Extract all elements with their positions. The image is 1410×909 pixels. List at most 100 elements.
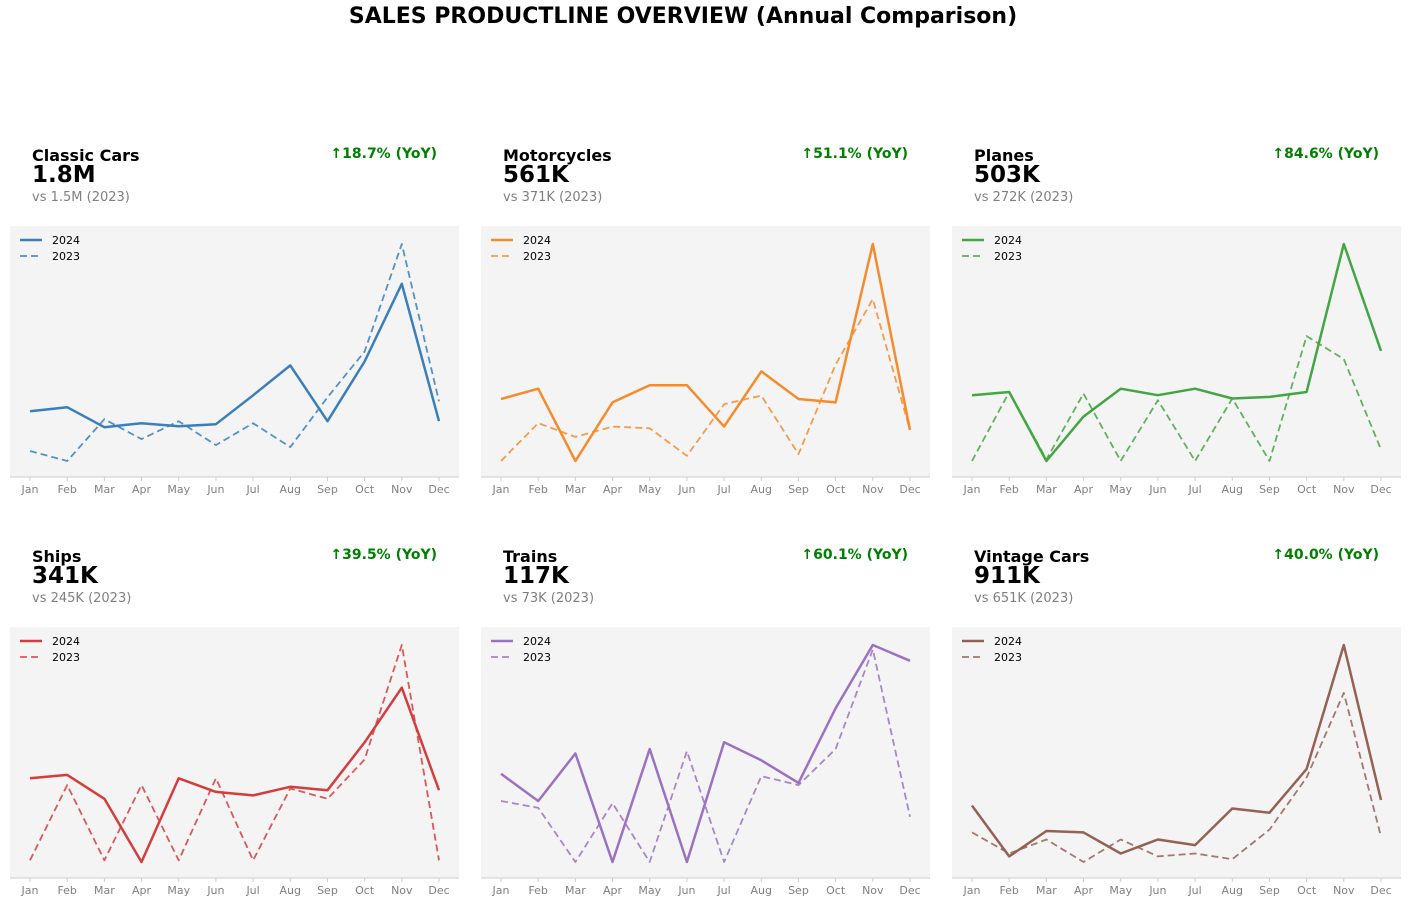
total-sales: 1.8M bbox=[32, 162, 96, 188]
yoy-change: ↑51.1% (YoY) bbox=[801, 146, 908, 162]
x-tick-label: Apr bbox=[603, 483, 623, 496]
product-card: Vintage Cars ↑40.0% (YoY) 911K vs 651K (202… bbox=[952, 547, 1401, 907]
x-tick-label: Mar bbox=[565, 884, 586, 897]
x-tick-label: Sep bbox=[788, 884, 809, 897]
legend-label: 2024 bbox=[523, 635, 551, 648]
plot-area bbox=[952, 627, 1401, 878]
line-chart: Jan Feb Mar Apr May Jun Jul Aug Sep Oct Nov Dec 2024… bbox=[10, 627, 459, 897]
x-tick-label: Nov bbox=[1333, 884, 1355, 897]
legend-label: 2023 bbox=[52, 250, 80, 263]
x-tick-label: Apr bbox=[603, 884, 623, 897]
x-tick-label: Dec bbox=[428, 884, 449, 897]
x-tick-label: Jul bbox=[716, 884, 730, 897]
yoy-change: ↑84.6% (YoY) bbox=[1272, 146, 1379, 162]
x-tick-label: Oct bbox=[355, 884, 375, 897]
product-card: Trains ↑60.1% (YoY) 117K vs 73K (2023) Jan Fe… bbox=[481, 547, 930, 907]
x-tick-label: Sep bbox=[788, 483, 809, 496]
previous-year-sales: vs 245K (2023) bbox=[32, 591, 132, 606]
line-chart: Jan Feb Mar Apr May Jun Jul Aug Sep Oct Nov Dec 2024… bbox=[481, 226, 930, 496]
x-tick-label: Jan bbox=[21, 483, 39, 496]
legend-label: 2023 bbox=[523, 250, 551, 263]
total-sales: 561K bbox=[503, 162, 569, 188]
x-tick-label: Jul bbox=[245, 483, 259, 496]
x-tick-label: Feb bbox=[528, 483, 547, 496]
yoy-change: ↑39.5% (YoY) bbox=[330, 547, 437, 563]
previous-year-sales: vs 1.5M (2023) bbox=[32, 190, 130, 205]
x-tick-label: May bbox=[638, 483, 661, 496]
previous-year-sales: vs 272K (2023) bbox=[974, 190, 1074, 205]
plot-area bbox=[481, 627, 930, 878]
product-card: Ships ↑39.5% (YoY) 341K vs 245K (2023) Jan Fe… bbox=[10, 547, 459, 907]
x-tick-label: Jul bbox=[716, 483, 730, 496]
legend-label: 2024 bbox=[523, 234, 551, 247]
x-tick-label: Jul bbox=[1187, 884, 1201, 897]
x-tick-label: Apr bbox=[1074, 884, 1094, 897]
x-tick-label: Dec bbox=[1370, 884, 1391, 897]
series-line-2024 bbox=[29, 282, 441, 429]
x-tick-label: Mar bbox=[94, 483, 115, 496]
x-tick-label: Apr bbox=[132, 884, 152, 897]
x-tick-label: May bbox=[167, 884, 190, 897]
series-line-2023 bbox=[971, 692, 1382, 863]
previous-year-sales: vs 371K (2023) bbox=[503, 190, 603, 205]
legend-label: 2024 bbox=[994, 234, 1022, 247]
x-tick-label: Apr bbox=[1074, 483, 1094, 496]
x-tick-label: Sep bbox=[317, 483, 338, 496]
x-tick-label: Nov bbox=[862, 483, 884, 496]
plot-area bbox=[10, 226, 459, 477]
x-tick-label: Dec bbox=[1370, 483, 1391, 496]
x-tick-label: Aug bbox=[1222, 483, 1243, 496]
x-tick-label: Jun bbox=[677, 884, 695, 897]
x-tick-label: Mar bbox=[1036, 483, 1057, 496]
plot-area bbox=[10, 627, 459, 878]
legend-label: 2024 bbox=[52, 635, 80, 648]
product-name: Motorcycles bbox=[503, 146, 612, 165]
x-tick-label: May bbox=[638, 884, 661, 897]
x-tick-label: Dec bbox=[899, 884, 920, 897]
total-sales: 117K bbox=[503, 563, 569, 589]
line-chart: Jan Feb Mar Apr May Jun Jul Aug Sep Oct Nov Dec 2024… bbox=[952, 627, 1401, 897]
x-tick-label: Jun bbox=[206, 884, 224, 897]
total-sales: 341K bbox=[32, 563, 98, 589]
plot-area bbox=[952, 226, 1401, 477]
product-name: Vintage Cars bbox=[974, 547, 1090, 566]
legend-label: 2023 bbox=[523, 651, 551, 664]
line-chart: Jan Feb Mar Apr May Jun Jul Aug Sep Oct Nov Dec 2024… bbox=[481, 627, 930, 897]
x-tick-label: Feb bbox=[528, 884, 547, 897]
x-tick-label: Oct bbox=[355, 483, 375, 496]
x-tick-label: Oct bbox=[826, 884, 846, 897]
legend-label: 2023 bbox=[52, 651, 80, 664]
product-name: Planes bbox=[974, 146, 1034, 165]
x-tick-label: Nov bbox=[391, 483, 413, 496]
legend-label: 2024 bbox=[994, 635, 1022, 648]
product-name: Trains bbox=[503, 547, 558, 566]
x-tick-label: Jan bbox=[963, 884, 981, 897]
x-tick-label: Aug bbox=[280, 483, 301, 496]
previous-year-sales: vs 651K (2023) bbox=[974, 591, 1074, 606]
series-line-2024 bbox=[500, 643, 911, 864]
x-tick-label: May bbox=[1109, 884, 1132, 897]
legend-label: 2024 bbox=[52, 234, 80, 247]
x-tick-label: Jun bbox=[1148, 483, 1166, 496]
x-tick-label: Aug bbox=[1222, 884, 1243, 897]
x-tick-label: Feb bbox=[57, 884, 76, 897]
series-line-2023 bbox=[500, 648, 911, 863]
legend-label: 2023 bbox=[994, 651, 1022, 664]
product-card: Classic Cars ↑18.7% (YoY) 1.8M vs 1.5M (202… bbox=[10, 146, 459, 506]
plot-area bbox=[481, 226, 930, 477]
x-tick-label: Oct bbox=[1297, 884, 1317, 897]
x-tick-label: Nov bbox=[391, 884, 413, 897]
series-line-2023 bbox=[500, 298, 911, 462]
x-tick-label: Dec bbox=[899, 483, 920, 496]
yoy-change: ↑60.1% (YoY) bbox=[801, 547, 908, 563]
x-tick-label: Jan bbox=[492, 884, 510, 897]
series-line-2024 bbox=[500, 242, 912, 463]
series-line-2023 bbox=[29, 243, 440, 462]
series-line-2024 bbox=[970, 643, 1383, 858]
x-tick-label: Sep bbox=[1259, 884, 1280, 897]
x-tick-label: Mar bbox=[1036, 884, 1057, 897]
total-sales: 911K bbox=[974, 563, 1040, 589]
product-card: Planes ↑84.6% (YoY) 503K vs 272K (2023) Jan F… bbox=[952, 146, 1401, 506]
x-tick-label: Oct bbox=[1297, 483, 1317, 496]
x-tick-label: Mar bbox=[94, 884, 115, 897]
